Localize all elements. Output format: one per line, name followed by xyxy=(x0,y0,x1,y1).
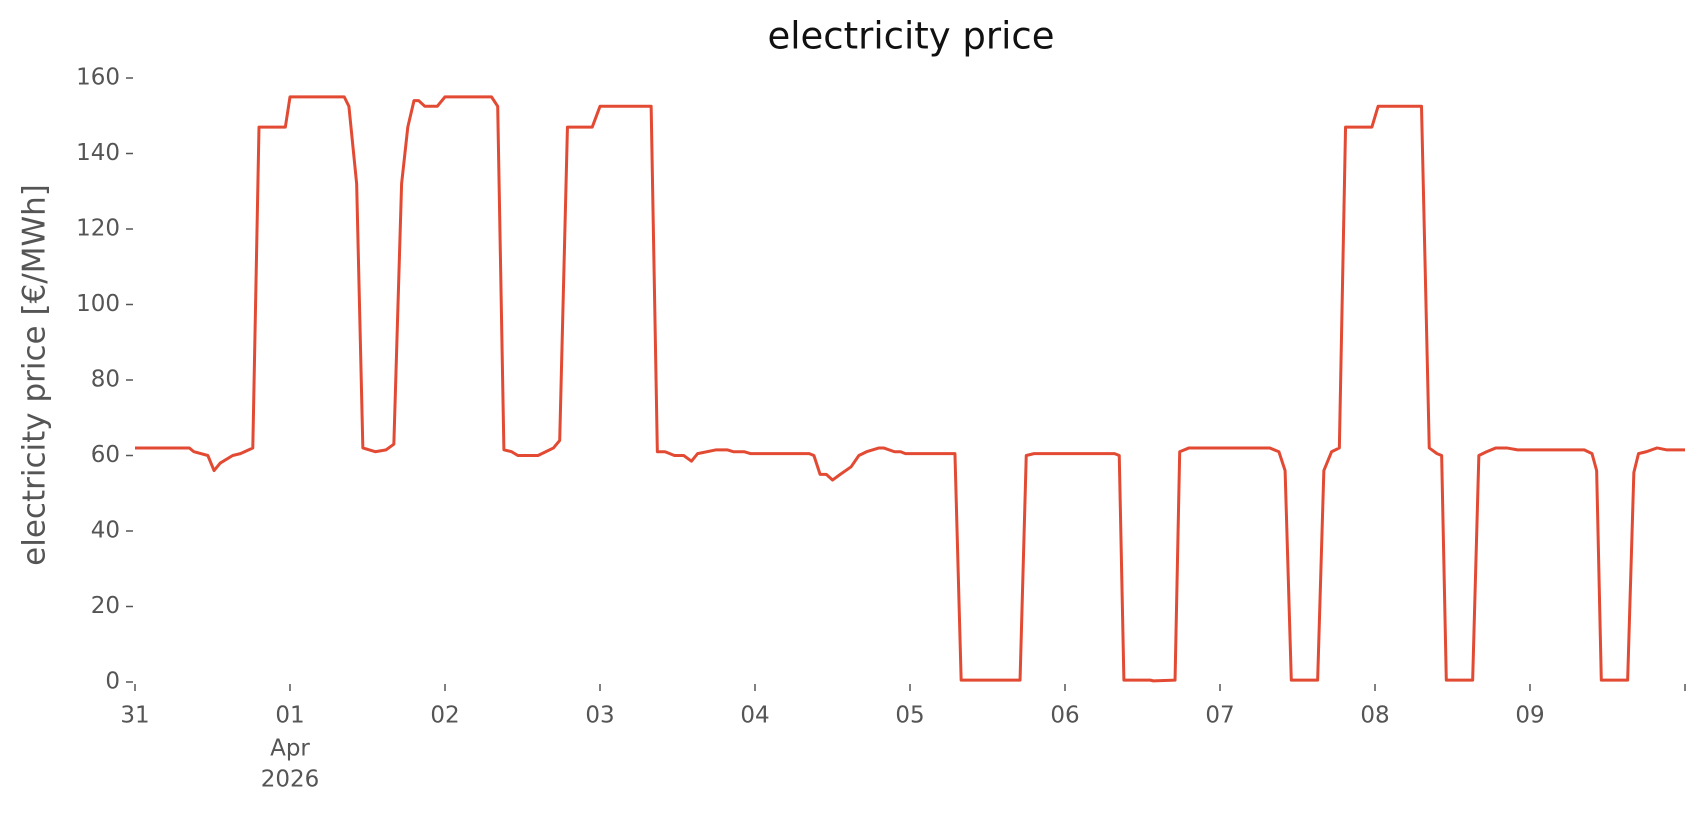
x-tick-label: 01 xyxy=(275,703,304,729)
y-axis-label: electricity price [€/MWh] xyxy=(17,184,53,566)
y-tick-label: 40 xyxy=(91,518,120,544)
x-tick-label: 03 xyxy=(585,703,614,729)
y-tick-label: 80 xyxy=(91,367,120,393)
x-tick-label: 06 xyxy=(1050,703,1079,729)
x-tick-label: 09 xyxy=(1515,703,1544,729)
x-tick-label: 04 xyxy=(740,703,769,729)
x-tick-label: 08 xyxy=(1360,703,1389,729)
y-tick-label: 160 xyxy=(76,65,120,91)
y-tick-label: 20 xyxy=(91,593,120,619)
x-sublabel: Apr xyxy=(270,736,310,762)
y-tick-label: 60 xyxy=(91,442,120,468)
x-sublabel: 2026 xyxy=(261,767,320,793)
y-tick-label: 140 xyxy=(76,140,120,166)
price-line xyxy=(135,95,1685,683)
chart-title: electricity price xyxy=(767,15,1054,58)
x-tick-label: 02 xyxy=(430,703,459,729)
y-tick-label: 120 xyxy=(76,216,120,242)
x-tick-label: 31 xyxy=(120,703,149,729)
y-tick-label: 100 xyxy=(76,291,120,317)
x-tick-label: 05 xyxy=(895,703,924,729)
x-tick-label: 07 xyxy=(1205,703,1234,729)
y-tick-label: 0 xyxy=(105,669,120,695)
